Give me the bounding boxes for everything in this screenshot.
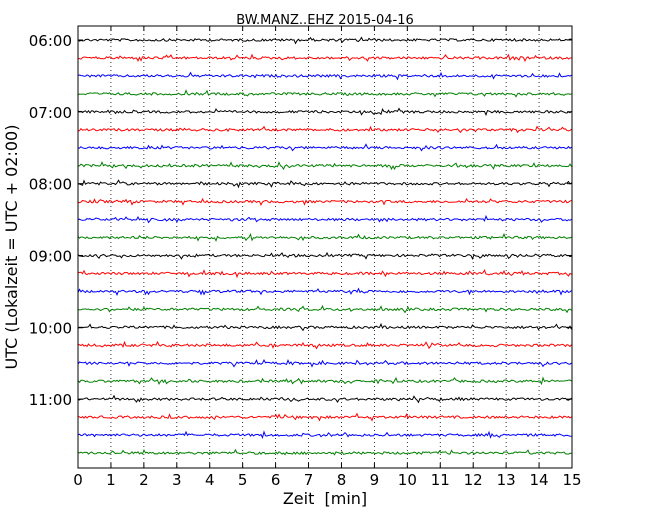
x-tick-label: 6 xyxy=(271,471,281,489)
y-tick-label: 08:00 xyxy=(29,176,72,194)
trace-0845 xyxy=(77,232,572,242)
x-tick-label: 13 xyxy=(497,471,516,489)
x-tick-label: 5 xyxy=(238,471,248,489)
x-tick-label: 3 xyxy=(172,471,182,489)
trace-0730 xyxy=(77,143,572,152)
x-tick-label: 12 xyxy=(464,471,483,489)
x-tick-label: 11 xyxy=(431,471,450,489)
trace-1145 xyxy=(77,448,572,456)
trace-0915 xyxy=(77,269,572,279)
trace-1115 xyxy=(77,412,572,422)
trace-0600 xyxy=(77,36,572,45)
x-tick-label: 4 xyxy=(205,471,215,489)
trace-1130 xyxy=(77,430,572,440)
trace-0615 xyxy=(77,53,572,63)
x-tick-label: 9 xyxy=(370,471,380,489)
y-tick-label: 07:00 xyxy=(29,104,72,122)
x-tick-label: 15 xyxy=(562,471,581,489)
x-tick-label: 0 xyxy=(73,471,83,489)
trace-0815 xyxy=(77,197,572,206)
chart-title: BW.MANZ..EHZ 2015-04-16 xyxy=(236,13,414,28)
trace-1000 xyxy=(77,322,572,332)
trace-1030 xyxy=(77,358,572,368)
trace-0700 xyxy=(77,107,572,117)
trace-0645 xyxy=(77,89,572,98)
y-axis-label: UTC (Lokalzeit = UTC + 02:00) xyxy=(2,125,21,370)
trace-0930 xyxy=(77,287,572,296)
y-axis: 06:00 07:00 08:00 09:00 10:00 11:00 xyxy=(29,32,572,409)
x-tick-label: 14 xyxy=(530,471,549,489)
x-tick-label: 2 xyxy=(139,471,149,489)
trace-1100 xyxy=(77,394,572,404)
trace-1015 xyxy=(77,340,572,350)
x-axis: 0 1 2 3 4 5 6 7 8 9 10 11 12 13 14 15 xyxy=(73,26,582,489)
y-tick-label: 11:00 xyxy=(29,391,72,409)
trace-group xyxy=(77,36,572,456)
trace-0800 xyxy=(77,179,572,189)
y-tick-label: 09:00 xyxy=(29,247,72,265)
trace-0630 xyxy=(77,71,572,81)
y-tick-label: 06:00 xyxy=(29,32,72,50)
x-tick-label: 10 xyxy=(398,471,417,489)
trace-0900 xyxy=(77,251,572,260)
trace-0715 xyxy=(77,125,572,134)
trace-1045 xyxy=(77,376,572,386)
x-tick-label: 8 xyxy=(337,471,347,489)
trace-0745 xyxy=(77,161,572,171)
x-tick-label: 1 xyxy=(106,471,116,489)
trace-0830 xyxy=(77,214,572,224)
y-tick-label: 10:00 xyxy=(29,319,72,337)
grid-lines xyxy=(110,26,540,468)
x-tick-label: 7 xyxy=(304,471,314,489)
plot-frame xyxy=(77,25,573,469)
trace-0945 xyxy=(77,304,572,314)
x-axis-label: Zeit [min] xyxy=(283,489,367,508)
